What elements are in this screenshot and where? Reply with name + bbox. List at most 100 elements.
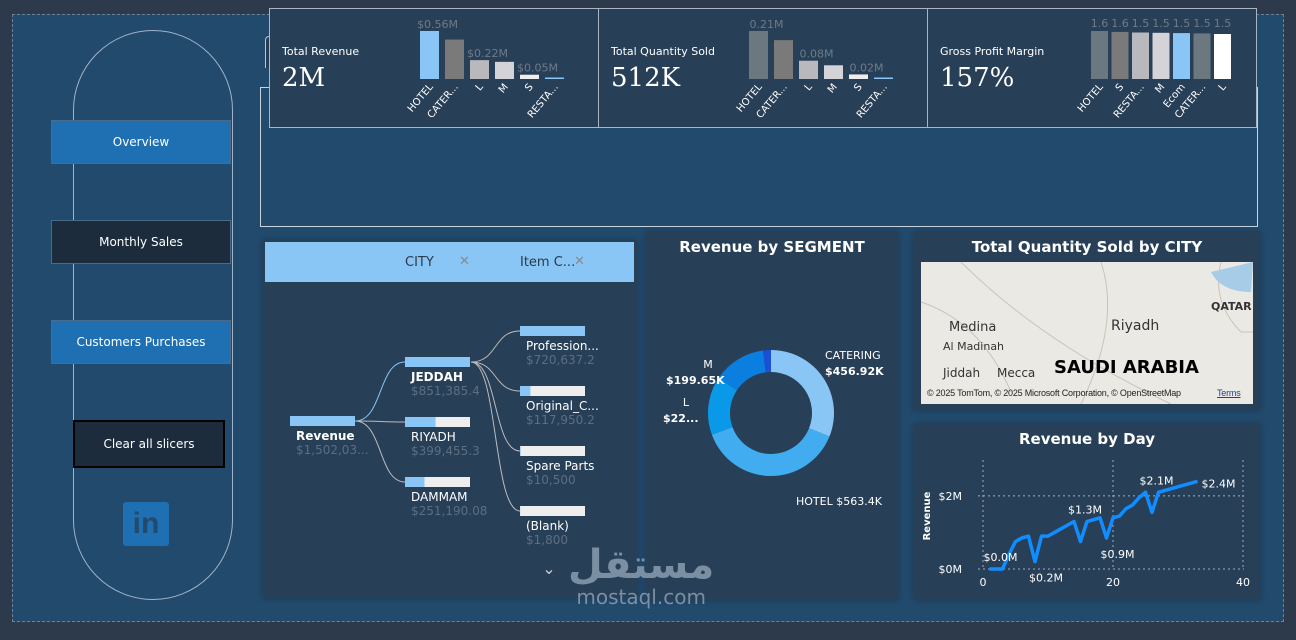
- donut-slice[interactable]: [771, 350, 834, 437]
- map-label: SAUDI ARABIA: [1054, 357, 1199, 378]
- kpi-bar[interactable]: [495, 61, 514, 79]
- nav-customers-purchases-button[interactable]: Customers Purchases: [51, 320, 231, 364]
- kpi-bar[interactable]: [824, 65, 843, 79]
- kpi-card: Gross Profit Margin 157% 1.6 HOTEL 1.6 S 1.5 RE…: [927, 8, 1257, 128]
- decomp-connector: [470, 361, 521, 392]
- decomp-bar[interactable]: [520, 386, 531, 396]
- decomp-bar[interactable]: [290, 416, 355, 426]
- decomp-level-city[interactable]: CITY: [405, 255, 434, 270]
- decomp-bar[interactable]: [405, 477, 425, 487]
- kpi-bar-label: 1.5: [1214, 17, 1232, 30]
- decomp-bar[interactable]: [520, 446, 521, 456]
- chart-title: Revenue by SEGMENT: [679, 238, 865, 256]
- kpi-label: Total Revenue: [282, 45, 360, 58]
- map-terms-link[interactable]: Terms: [1217, 388, 1241, 398]
- kpi-value: 2M: [282, 63, 326, 93]
- kpi-bar[interactable]: [445, 39, 464, 79]
- segment-donut-chart: CATERING $456.92K HOTEL $563.4K L $22... M $19…: [663, 349, 884, 508]
- decomp-node-value: $1,800: [526, 533, 568, 547]
- kpi-category-label: S: [852, 82, 865, 94]
- kpi-category-label: L: [474, 82, 486, 94]
- donut-slice[interactable]: [718, 350, 766, 391]
- kpi-bar[interactable]: [545, 77, 564, 80]
- x-tick-label: 20: [1106, 576, 1120, 589]
- map-label: QATAR: [1211, 300, 1252, 313]
- donut-slice[interactable]: [711, 427, 830, 477]
- kpi-bar[interactable]: [774, 40, 793, 79]
- map-label: Al Madinah: [943, 340, 1005, 353]
- decomp-node-label: Spare Parts: [526, 459, 594, 473]
- y-tick-label: $0M: [939, 563, 963, 576]
- x-tick-label: 40: [1236, 576, 1250, 589]
- decomposition-tree: Revenue$1,502,03... JEDDAH$851,385.4 RIYAD…: [290, 326, 599, 578]
- decomp-header: CITY ✕ Item C... ✕: [265, 242, 634, 282]
- chevron-down-icon[interactable]: ⌄: [542, 559, 555, 578]
- revenue-by-day-chart: 0 20 40 $0M $2M Revenue $0.0M $0.2M $1.3M $0.9M $2…: [922, 460, 1250, 589]
- map-label: Riyadh: [1111, 318, 1160, 334]
- close-icon[interactable]: ✕: [574, 254, 585, 269]
- kpi-bar[interactable]: [1214, 34, 1231, 79]
- kpi-bar[interactable]: [1111, 31, 1129, 79]
- kpi-category-label: S: [1114, 82, 1127, 94]
- kpi-bar-label: 0.02M: [850, 61, 884, 74]
- decomp-node-label: Revenue: [296, 429, 355, 443]
- y-tick-label: $2M: [939, 490, 963, 503]
- kpi-bar-label: 1.5: [1193, 17, 1211, 30]
- decomp-bar[interactable]: [405, 357, 470, 367]
- decomp-connector: [354, 361, 406, 422]
- kpi-bar-label: $0.56M: [417, 18, 458, 31]
- decomp-bar-track: [520, 446, 585, 456]
- close-icon[interactable]: ✕: [459, 254, 470, 269]
- kpi-bar[interactable]: [520, 74, 539, 79]
- segment-donut-panel: Revenue by SEGMENT: [646, 232, 898, 600]
- decomp-node-value: $1,502,03...: [296, 443, 369, 457]
- decomp-connector: [470, 361, 521, 452]
- kpi-bar[interactable]: [849, 74, 868, 79]
- kpi-bar[interactable]: [1091, 31, 1108, 79]
- donut-slice[interactable]: [762, 350, 771, 373]
- kpi-mini-bar-chart: 1.6HOTEL1.6S1.5RESTA...1.5M1.5Ecom1.5CAT…: [1076, 17, 1232, 121]
- kpi-bar-label: 1.5: [1132, 17, 1150, 30]
- kpi-bar[interactable]: [470, 60, 489, 79]
- donut-value: $456.92K: [825, 365, 884, 378]
- revenue-line[interactable]: [989, 479, 1198, 571]
- donut-category: CATERING: [825, 349, 881, 362]
- decomp-node-label: Original_C...: [526, 399, 599, 413]
- kpi-category-label: S: [523, 82, 536, 94]
- kpi-bar[interactable]: [1193, 33, 1211, 79]
- kpi-category-label: L: [803, 82, 815, 94]
- clear-slicers-button[interactable]: Clear all slicers: [73, 420, 225, 468]
- nav-overview-button[interactable]: Overview: [51, 120, 231, 164]
- kpi-bar[interactable]: [749, 31, 768, 79]
- linkedin-icon[interactable]: in: [123, 502, 169, 546]
- kpi-bar[interactable]: [1132, 32, 1149, 80]
- x-tick-label: 0: [980, 576, 987, 589]
- kpi-value: 157%: [940, 63, 1015, 93]
- watermark-logo: مستقل mostaql.com: [568, 542, 715, 609]
- kpi-card: Total Quantity Sold 512K 0.21M HOTEL CATER..…: [598, 8, 928, 128]
- decomp-bar-track: [520, 386, 585, 396]
- decomp-bar-track: [405, 477, 470, 487]
- kpi-bar-label: $0.05M: [517, 62, 558, 75]
- map-label: Mecca: [997, 366, 1036, 380]
- kpi-bar[interactable]: [799, 60, 818, 79]
- decomp-bar[interactable]: [520, 326, 585, 336]
- kpi-bar[interactable]: [874, 77, 893, 80]
- donut-slice[interactable]: [708, 377, 737, 435]
- decomp-bar-track: [405, 417, 470, 427]
- data-label: $0.2M: [1029, 572, 1063, 585]
- map-label: Medina: [949, 320, 997, 335]
- kpi-bar[interactable]: [1152, 32, 1170, 79]
- decomp-connector: [354, 420, 406, 423]
- kpi-bar[interactable]: [420, 31, 439, 79]
- city-map[interactable]: Medina Al Madinah Riyadh QATAR SAUDI ARA…: [921, 262, 1253, 404]
- nav-monthly-sales-button[interactable]: Monthly Sales: [51, 220, 231, 264]
- decomp-level-item[interactable]: Item C...: [520, 255, 576, 270]
- decomp-connector: [470, 330, 521, 363]
- kpi-bar-label: 1.5: [1152, 17, 1170, 30]
- decomp-bar[interactable]: [405, 417, 436, 427]
- kpi-category-label: M: [826, 82, 840, 96]
- kpi-bar[interactable]: [1173, 33, 1190, 79]
- map-attribution: © 2025 TomTom, © 2025 Microsoft Corporat…: [927, 388, 1181, 398]
- decomp-node-label: Profession...: [526, 339, 599, 353]
